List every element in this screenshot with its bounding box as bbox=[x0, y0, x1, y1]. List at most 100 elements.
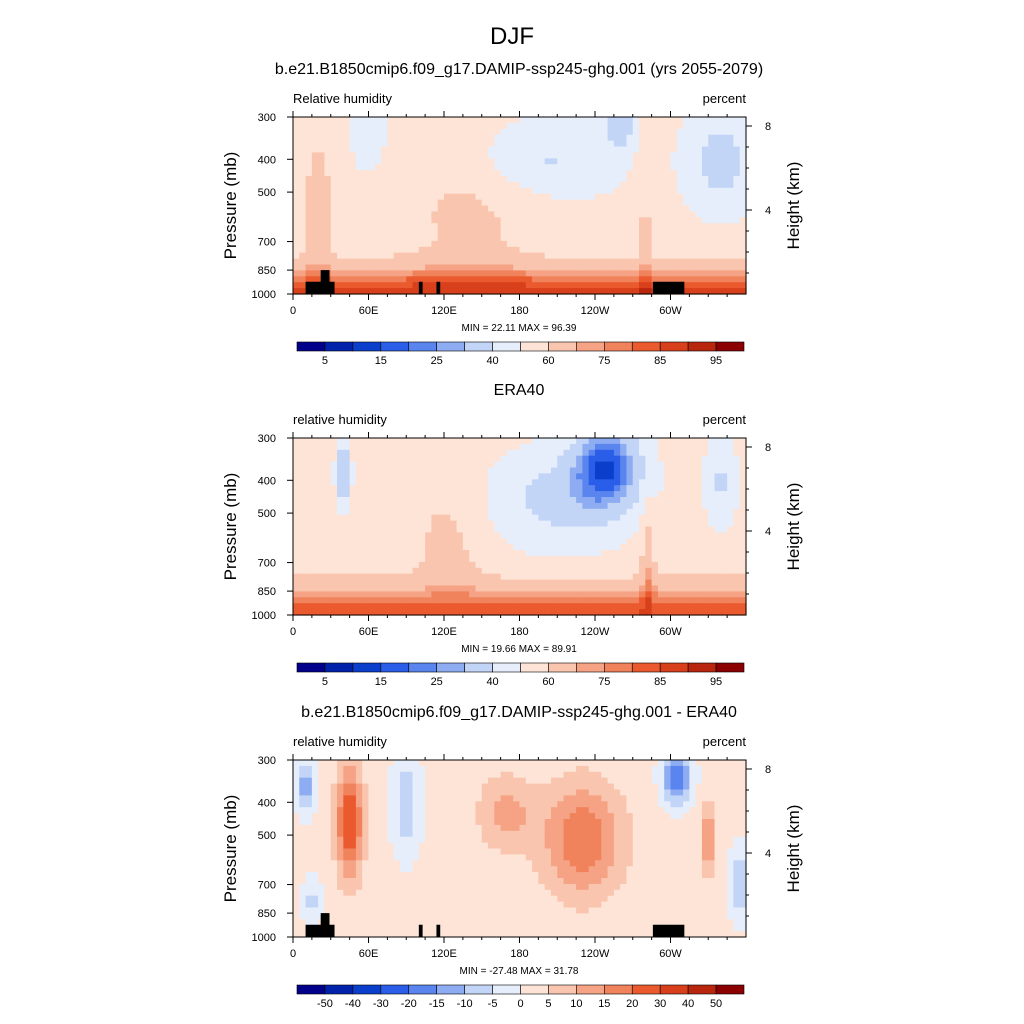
field-cell bbox=[613, 211, 621, 218]
field-cell bbox=[456, 556, 464, 563]
field-cell bbox=[475, 609, 483, 616]
field-cell bbox=[595, 455, 602, 463]
field-cell bbox=[563, 520, 571, 528]
field-cell bbox=[519, 229, 527, 236]
field-cell bbox=[444, 176, 451, 183]
field-cell bbox=[293, 609, 300, 616]
field-cell bbox=[588, 240, 596, 248]
field-cell bbox=[368, 443, 376, 451]
field-cell bbox=[550, 288, 558, 295]
field-cell bbox=[651, 455, 659, 463]
field-cell bbox=[324, 514, 332, 522]
field-cell bbox=[657, 252, 665, 260]
field-cell bbox=[739, 199, 747, 207]
colorbar-swatch bbox=[324, 341, 354, 352]
field-cell bbox=[576, 128, 584, 136]
field-cell bbox=[525, 479, 533, 486]
field-cell bbox=[481, 556, 489, 563]
field-cell bbox=[406, 502, 414, 510]
field-cell bbox=[683, 170, 690, 177]
field-cells bbox=[293, 117, 747, 295]
field-cell bbox=[437, 276, 445, 283]
field-cell bbox=[469, 479, 477, 486]
field-cell bbox=[657, 264, 665, 271]
field-cell bbox=[343, 491, 351, 498]
field-cell bbox=[739, 240, 747, 248]
field-cell bbox=[299, 526, 307, 533]
field-cell bbox=[689, 561, 697, 569]
field-cell bbox=[519, 164, 527, 171]
field-cell bbox=[689, 152, 697, 159]
field-cell bbox=[311, 538, 319, 545]
field-cell bbox=[349, 813, 357, 820]
field-cell bbox=[519, 252, 527, 260]
field-cell bbox=[381, 760, 388, 767]
field-cell bbox=[406, 276, 414, 283]
field-cell bbox=[739, 579, 747, 587]
field-cell bbox=[343, 824, 351, 832]
field-cell bbox=[431, 585, 439, 592]
field-cell bbox=[695, 467, 703, 474]
field-cell bbox=[645, 597, 653, 604]
field-cell bbox=[639, 514, 646, 522]
field-cell bbox=[582, 449, 590, 457]
field-cell bbox=[450, 514, 458, 522]
field-cell bbox=[324, 819, 332, 826]
field-cell bbox=[393, 235, 401, 242]
field-cell bbox=[519, 485, 527, 492]
field-cell bbox=[657, 597, 665, 604]
field-cell bbox=[343, 813, 351, 820]
field-cell bbox=[456, 479, 464, 486]
field-cell bbox=[481, 485, 489, 492]
field-cell bbox=[601, 181, 609, 189]
field-cell bbox=[657, 591, 665, 598]
field-cell bbox=[393, 461, 401, 469]
field-cell bbox=[381, 235, 388, 242]
field-cell bbox=[607, 603, 615, 610]
field-cell bbox=[733, 526, 741, 533]
colorbar-label: 60 bbox=[542, 676, 554, 688]
field-cell bbox=[588, 217, 596, 224]
field-cell bbox=[343, 579, 351, 587]
field-cell bbox=[563, 550, 571, 557]
field-cell bbox=[399, 187, 407, 195]
field-cell bbox=[462, 561, 470, 569]
field-cell bbox=[595, 550, 602, 557]
field-cell bbox=[582, 603, 590, 610]
field-cell bbox=[330, 526, 338, 533]
field-cell bbox=[519, 538, 527, 545]
field-cell bbox=[318, 848, 326, 855]
field-cell bbox=[550, 229, 558, 236]
field-cell bbox=[418, 229, 426, 236]
field-cell bbox=[525, 158, 533, 165]
field-cell bbox=[299, 258, 307, 266]
field-cell bbox=[311, 193, 319, 201]
field-cell bbox=[337, 895, 344, 903]
y-tick-label: 500 bbox=[258, 187, 276, 199]
field-cell bbox=[330, 889, 338, 897]
field-cell bbox=[444, 485, 451, 492]
field-cell bbox=[318, 567, 326, 575]
field-cell bbox=[450, 252, 458, 260]
field-cell bbox=[620, 270, 628, 277]
field-cell bbox=[488, 502, 495, 510]
terrain-block bbox=[418, 281, 423, 294]
field-cell bbox=[299, 848, 307, 855]
field-cell bbox=[462, 485, 470, 492]
field-cell bbox=[588, 603, 596, 610]
field-cell bbox=[305, 467, 313, 474]
field-cell bbox=[311, 550, 319, 557]
field-cell bbox=[311, 771, 319, 779]
field-cell bbox=[607, 609, 615, 616]
field-cell bbox=[632, 187, 640, 195]
field-cell bbox=[620, 567, 628, 575]
field-cell bbox=[525, 497, 533, 504]
field-cell bbox=[538, 193, 546, 201]
field-cell bbox=[569, 556, 577, 563]
field-cell bbox=[318, 866, 326, 873]
field-cell bbox=[714, 140, 722, 148]
field-cell bbox=[601, 170, 609, 177]
field-cell bbox=[368, 836, 376, 844]
field-cell bbox=[607, 282, 615, 289]
field-cell bbox=[311, 567, 319, 575]
